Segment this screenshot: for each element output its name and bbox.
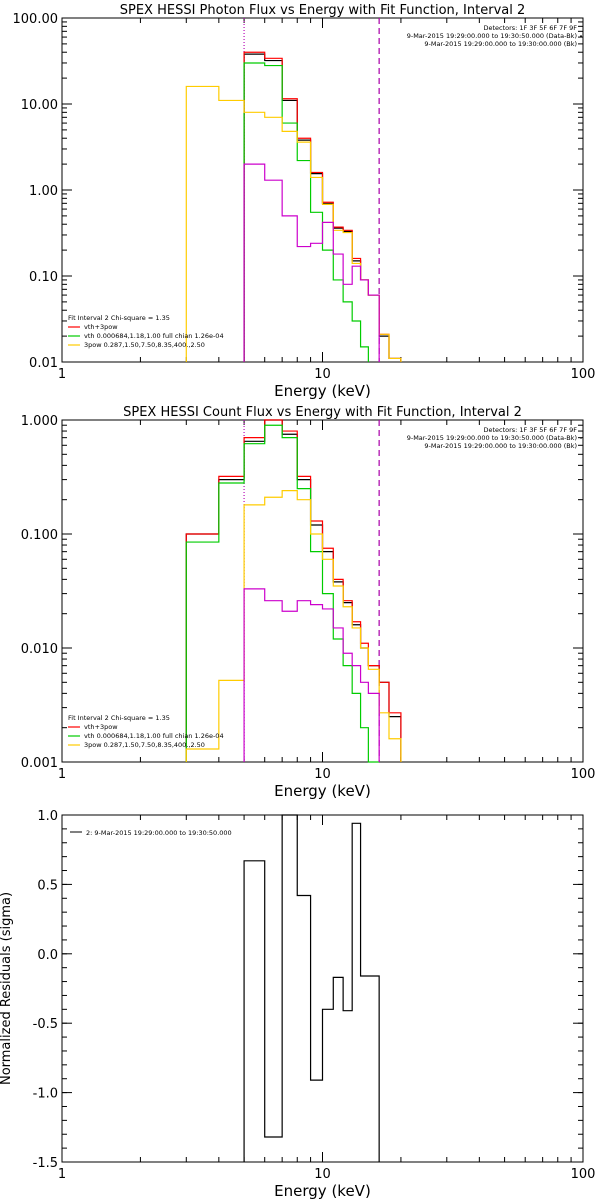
plot-title: SPEX HESSI Count Flux vs Energy with Fit… (123, 405, 522, 420)
fit-text-2: vth+3pow (84, 323, 118, 331)
x-tick-label: 100 (571, 367, 596, 382)
y-tick-label: 0.5 (37, 878, 58, 893)
header-text-1: Detectors: 1F 3F 5F 6F 7F 9F (483, 24, 577, 32)
plot-frame-3 (61, 814, 584, 1163)
y-tick-label: 0.001 (21, 756, 58, 771)
series-line-4 (185, 85, 402, 362)
y-tick-label: 100.00 (13, 12, 59, 27)
header-text-1: Detectors: 1F 3F 5F 6F 7F 9F (483, 426, 577, 434)
series-line-1 (243, 53, 402, 362)
fit-text-4: 3pow 0.287,1.50,7.50,8.35,400.,2.50 (84, 341, 205, 349)
x-axis-label: Energy (keV) (274, 1182, 371, 1200)
series-line-1 (243, 814, 380, 1162)
fit-text-1: Fit Interval 2 Chi-square = 1.35 (68, 314, 170, 322)
y-tick-label: 0.01 (29, 356, 58, 371)
x-tick-label: 100 (571, 767, 596, 782)
x-tick-label: 10 (314, 767, 331, 782)
x-tick-label: 10 (314, 367, 331, 382)
series-line-2 (185, 419, 402, 762)
y-tick-label: 1.000 (21, 414, 58, 429)
series-line-5 (243, 588, 380, 762)
fit-text-2: vth+3pow (84, 723, 118, 731)
series-line-5 (243, 163, 380, 362)
y-tick-label: -0.5 (33, 1017, 58, 1032)
x-tick-label: 100 (571, 1167, 596, 1182)
x-axis-label: Energy (keV) (274, 782, 371, 800)
plot-title: SPEX HESSI Photon Flux vs Energy with Fi… (120, 3, 526, 18)
header-text-3: 9-Mar-2015 19:29:00.000 to 19:30:00.000 … (424, 442, 577, 450)
fit-text-3: vth 0.000684,1.18,1.00 full chian 1.26e-… (84, 732, 224, 740)
y-tick-label: -1.0 (33, 1087, 58, 1102)
header-text-2: 9-Mar-2015 19:29:00.000 to 19:30:50.000 … (407, 434, 577, 442)
y-tick-label: 0.10 (29, 270, 58, 285)
y-tick-label: 1.00 (29, 184, 58, 199)
y-tick-label: 0.010 (21, 642, 58, 657)
fit-text-4: 3pow 0.287,1.50,7.50,8.35,400.,2.50 (84, 741, 205, 749)
y-tick-label: 0.0 (37, 948, 58, 963)
y-axis-label: Normalized Residuals (sigma) (0, 892, 14, 1085)
residual-legend-text: 2: 9-Mar-2015 19:29:00.000 to 19:30:50.0… (86, 829, 232, 837)
fit-text-1: Fit Interval 2 Chi-square = 1.35 (68, 714, 170, 722)
header-text-2: 9-Mar-2015 19:29:00.000 to 19:30:50.000 … (407, 32, 577, 40)
header-text-3: 9-Mar-2015 19:29:00.000 to 19:30:00.000 … (424, 40, 577, 48)
series-line-2 (243, 51, 402, 362)
y-tick-label: 1.0 (37, 809, 58, 824)
x-tick-label: 1 (58, 767, 66, 782)
x-tick-label: 10 (314, 1167, 331, 1182)
x-tick-label: 1 (58, 1167, 66, 1182)
fit-text-3: vth 0.000684,1.18,1.00 full chian 1.26e-… (84, 332, 224, 340)
y-tick-label: 10.00 (21, 98, 58, 113)
series-line-3 (243, 62, 369, 362)
y-tick-label: 0.100 (21, 528, 58, 543)
series-line-3 (185, 424, 380, 763)
y-tick-label: -1.5 (33, 1156, 58, 1171)
x-axis-label: Energy (keV) (274, 382, 371, 400)
x-tick-label: 1 (58, 367, 66, 382)
series-line-4 (185, 490, 402, 762)
